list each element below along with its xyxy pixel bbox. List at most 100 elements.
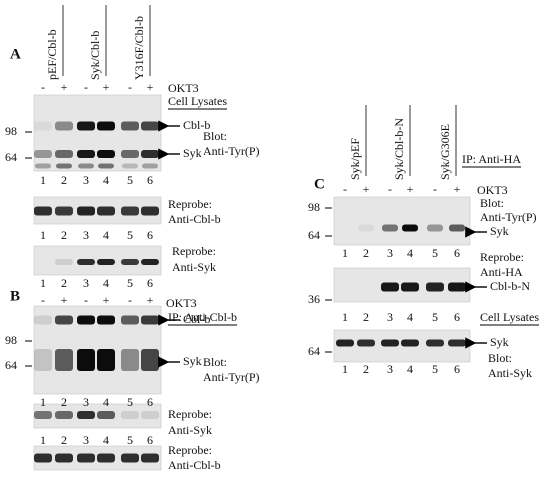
treatment: OKT3 — [168, 81, 199, 95]
marker: 98 — [5, 124, 17, 138]
band — [121, 411, 139, 419]
treatment-sign: - — [41, 80, 45, 94]
blot-label: Anti-Syk — [488, 366, 532, 380]
blot-c-syk — [333, 329, 471, 363]
treatment-sign: + — [103, 80, 110, 94]
band — [34, 206, 52, 216]
lane-number: 6 — [147, 395, 153, 409]
treatment-sign: + — [454, 182, 461, 196]
lane-number: 3 — [387, 362, 393, 376]
band — [122, 163, 138, 169]
band — [98, 163, 114, 169]
lane-number: 4 — [407, 362, 413, 376]
reprobe-label: Anti-Cbl-b — [168, 212, 221, 226]
marker: 64 — [308, 228, 320, 242]
lane-number: 1 — [40, 228, 46, 242]
panel-label: A — [10, 46, 21, 62]
band — [34, 453, 52, 463]
reprobe-label: Reprobe: — [168, 407, 212, 421]
band — [141, 349, 159, 371]
group-label: Syk/Cbl-b — [88, 31, 102, 80]
band — [97, 349, 115, 371]
band — [448, 282, 466, 292]
heading: IP: Anti-Cbl-b — [168, 310, 237, 324]
reprobe-label: Reprobe: — [480, 250, 524, 264]
band — [77, 121, 95, 131]
lane-number: 2 — [61, 433, 67, 447]
lane-number: 3 — [83, 395, 89, 409]
band-label: Syk — [490, 224, 509, 238]
lane-number: 3 — [83, 276, 89, 290]
band — [97, 150, 115, 158]
band — [34, 349, 52, 371]
treatment-sign: - — [343, 182, 347, 196]
band-label: Cbl-b — [183, 312, 210, 326]
band — [121, 453, 139, 463]
group-label: pEF/Cbl-b — [45, 29, 59, 80]
reprobe-label: Anti-HA — [480, 265, 523, 279]
band — [55, 206, 73, 216]
band — [55, 411, 73, 419]
marker: 64 — [5, 358, 17, 372]
band — [141, 150, 159, 158]
lane-number: 1 — [40, 433, 46, 447]
band — [77, 453, 95, 463]
lane-number: 6 — [147, 228, 153, 242]
lane-number: 4 — [103, 276, 109, 290]
band — [55, 453, 73, 463]
treatment-sign: + — [147, 293, 154, 307]
band — [141, 411, 159, 419]
lane-number: 1 — [40, 276, 46, 290]
lane-number: 1 — [342, 310, 348, 324]
band — [34, 315, 52, 325]
band — [35, 163, 51, 169]
band — [426, 282, 444, 292]
marker: 36 — [308, 292, 320, 306]
lane-number: 1 — [40, 173, 46, 187]
band — [121, 315, 139, 325]
lane-number: 5 — [127, 173, 133, 187]
lane-number: 5 — [432, 310, 438, 324]
band — [401, 282, 419, 292]
reprobe-label: Anti-Cbl-b — [168, 458, 221, 472]
band — [97, 259, 115, 265]
lane-number: 5 — [127, 433, 133, 447]
reprobe-label: Anti-Syk — [172, 260, 216, 274]
lane-number: 1 — [342, 246, 348, 260]
group-label: Syk/Cbl-b-N — [392, 118, 406, 180]
band — [121, 349, 139, 371]
band — [78, 163, 94, 169]
band — [77, 411, 95, 419]
lane-number: 2 — [363, 362, 369, 376]
band — [77, 206, 95, 216]
lane-number: 6 — [454, 362, 460, 376]
band — [55, 349, 73, 371]
lane-number: 4 — [103, 433, 109, 447]
heading: Cell Lysates — [480, 310, 539, 324]
band — [141, 206, 159, 216]
lane-number: 5 — [127, 395, 133, 409]
band — [381, 339, 399, 347]
lane-number: 6 — [147, 433, 153, 447]
lane-number: 2 — [363, 310, 369, 324]
band — [358, 224, 374, 232]
lane-number: 5 — [432, 246, 438, 260]
band — [34, 121, 52, 131]
band — [55, 121, 73, 131]
band — [121, 121, 139, 131]
treatment-sign: - — [128, 80, 132, 94]
lane-number: 2 — [61, 395, 67, 409]
marker: 98 — [308, 200, 320, 214]
treatment-sign: + — [61, 293, 68, 307]
reprobe-label: Reprobe: — [172, 244, 216, 258]
treatment-sign: - — [41, 293, 45, 307]
band-label: Cbl-b — [183, 118, 210, 132]
band — [77, 315, 95, 325]
band — [381, 282, 399, 292]
reprobe-label: Anti-Syk — [168, 423, 212, 437]
blot-label: Blot: — [203, 355, 227, 369]
treatment-sign: - — [84, 80, 88, 94]
group-label: Y316F/Cbl-b — [132, 16, 146, 80]
treatment-sign: - — [388, 182, 392, 196]
band — [55, 315, 73, 325]
